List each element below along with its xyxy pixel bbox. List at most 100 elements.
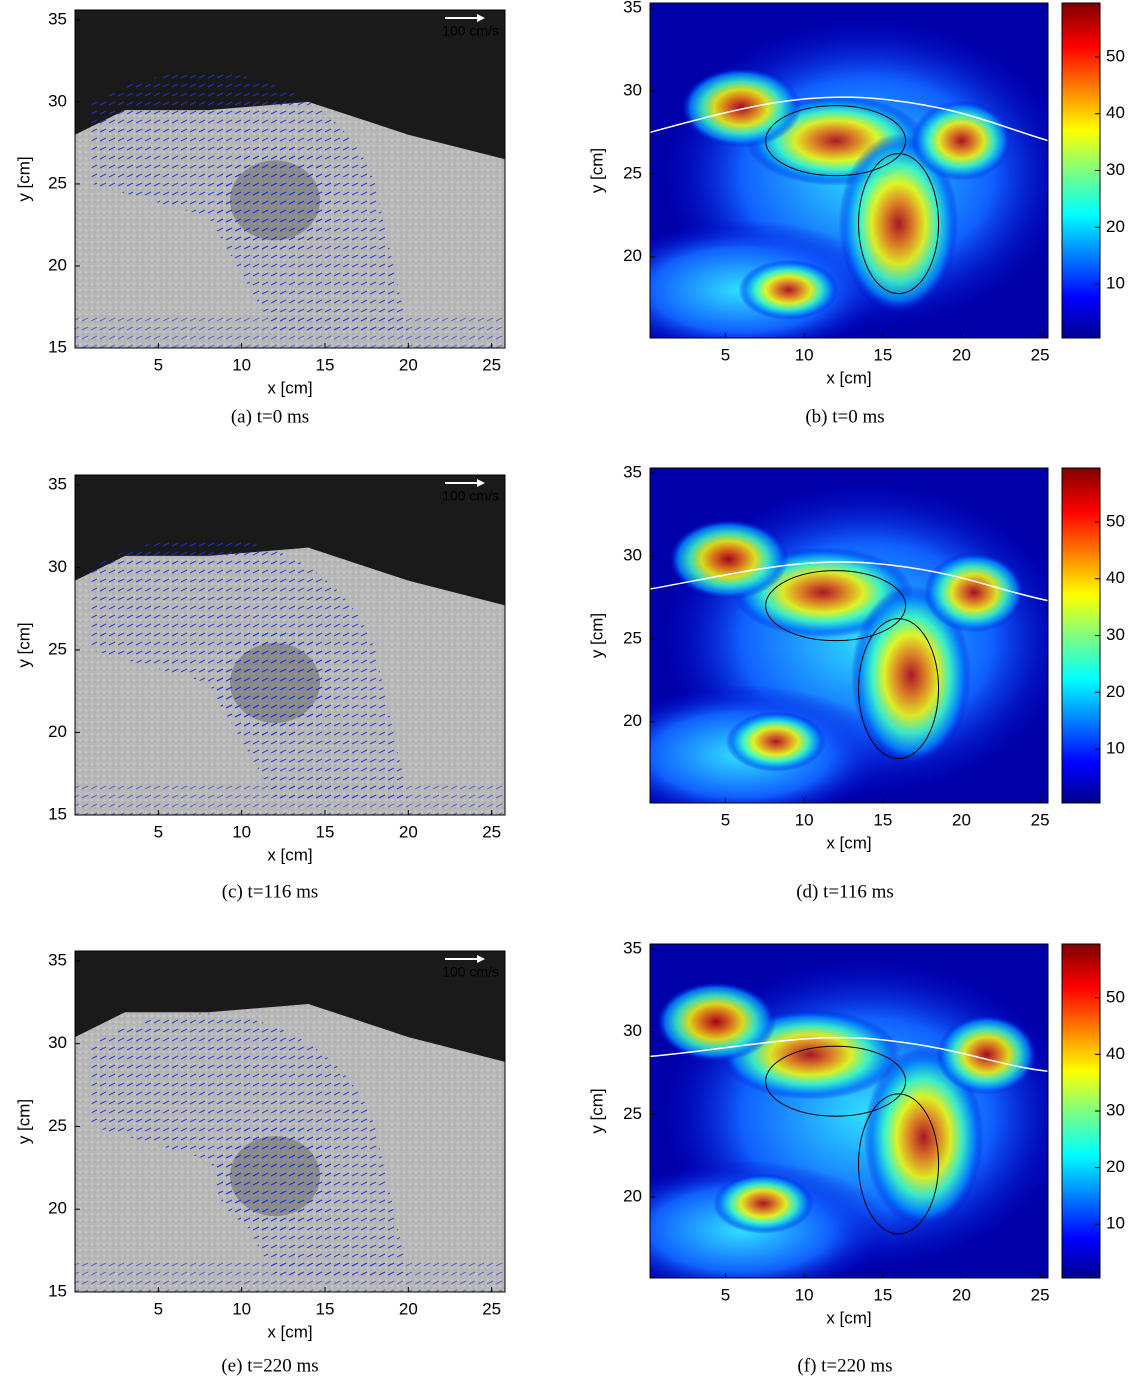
axes-frame [74, 9, 506, 349]
scale-arrow-head [477, 14, 485, 22]
y-tick-label: 35 [623, 938, 642, 957]
axes-frame [74, 474, 506, 816]
scale-label: 100 cm/s [442, 488, 499, 504]
bottom-vectors [75, 1258, 505, 1292]
y-tick-label: 20 [623, 246, 642, 265]
x-tick-label: 5 [154, 1299, 163, 1318]
y-tick-label: 25 [48, 639, 67, 658]
interface-line [650, 96, 1048, 142]
x-tick-label: 20 [952, 810, 971, 829]
colorbar-tick-label: 20 [1106, 217, 1125, 236]
y-tick-label: 15 [48, 804, 67, 823]
x-tick-label: 15 [873, 1285, 892, 1304]
field-blob [681, 67, 802, 148]
y-tick-label: 25 [623, 163, 642, 182]
x-tick-label: 25 [482, 822, 501, 841]
colorbar-tick-label: 20 [1106, 1157, 1125, 1176]
x-tick-label: 25 [482, 1299, 501, 1318]
colorbar-tick-label: 40 [1106, 568, 1125, 587]
vortex-vectors [215, 1121, 335, 1232]
x-tick-label: 10 [232, 355, 251, 374]
y-tick-label: 30 [48, 1033, 67, 1052]
contour-line [765, 570, 907, 642]
caption: (d) t=116 ms [796, 881, 894, 902]
x-tick-label: 20 [952, 345, 971, 364]
colorbar-tick-label: 30 [1106, 160, 1125, 179]
x-tick-label: 10 [232, 822, 251, 841]
dark-region [75, 475, 505, 606]
colorbar-tick-label: 10 [1106, 739, 1125, 758]
plot-area [75, 10, 505, 348]
axes-frame [649, 467, 1049, 804]
field-blob [924, 552, 1025, 633]
y-axis-label: y [cm] [14, 622, 33, 667]
y-tick-label: 25 [623, 628, 642, 647]
axes-frame [649, 2, 1049, 339]
colorbar [1061, 467, 1101, 804]
y-axis-label: y [cm] [14, 1099, 33, 1144]
colorbar-tick-label: 50 [1106, 987, 1125, 1006]
vortex-vectors [215, 145, 335, 256]
y-tick-label: 15 [48, 1281, 67, 1300]
scale-label: 100 cm/s [442, 23, 499, 39]
y-tick-label: 30 [623, 1021, 642, 1040]
y-tick-label: 20 [48, 255, 67, 274]
contour-line [765, 105, 907, 177]
colorbar-tick-label: 50 [1106, 511, 1125, 530]
y-tick-label: 35 [48, 9, 67, 28]
y-tick-label: 25 [623, 1104, 642, 1123]
x-tick-label: 15 [316, 355, 335, 374]
y-tick-label: 20 [623, 711, 642, 730]
colorbar-tick-label: 10 [1106, 1214, 1125, 1233]
field-blob [725, 711, 826, 772]
y-tick-label: 20 [48, 1199, 67, 1218]
interface-line [650, 561, 1048, 602]
axes-frame [649, 943, 1049, 1279]
caption: (f) t=220 ms [797, 1355, 892, 1376]
x-tick-label: 10 [795, 345, 814, 364]
field-blob [863, 1047, 984, 1228]
y-tick-label: 35 [48, 474, 67, 493]
bottom-vectors [75, 781, 505, 815]
field-blob [838, 133, 959, 314]
colorbar [1061, 943, 1101, 1279]
field-blob [851, 585, 972, 766]
x-tick-label: 5 [154, 355, 163, 374]
x-tick-label: 20 [399, 822, 418, 841]
plot-area [75, 951, 505, 1292]
y-tick-label: 30 [48, 91, 67, 110]
field-blob [668, 519, 789, 600]
scale-arrow-head [477, 479, 485, 487]
plot-area [650, 468, 1048, 803]
plot-area [650, 3, 1048, 338]
caption: (e) t=220 ms [221, 1355, 318, 1376]
x-tick-label: 10 [232, 1299, 251, 1318]
plot-area [75, 475, 505, 815]
dark-region [75, 10, 505, 160]
y-tick-label: 20 [623, 1186, 642, 1205]
x-axis-label: x [cm] [267, 1322, 312, 1341]
caption: (b) t=0 ms [805, 406, 884, 427]
scale-label: 100 cm/s [442, 964, 499, 980]
y-axis-label: y [cm] [587, 148, 606, 193]
y-tick-label: 30 [623, 545, 642, 564]
dark-region [75, 951, 505, 1062]
colorbar-tick-label: 40 [1106, 103, 1125, 122]
x-tick-label: 15 [873, 810, 892, 829]
x-tick-label: 25 [1031, 810, 1050, 829]
x-tick-label: 20 [399, 1299, 418, 1318]
x-axis-label: x [cm] [267, 845, 312, 864]
contour-line [858, 153, 940, 295]
colorbar-tick-label: 20 [1106, 682, 1125, 701]
bottom-vectors [75, 315, 505, 348]
x-tick-label: 20 [399, 355, 418, 374]
x-tick-label: 15 [316, 822, 335, 841]
x-axis-label: x [cm] [826, 1308, 871, 1327]
contour-line [858, 618, 940, 760]
plot-area [650, 944, 1048, 1278]
axes-frame [74, 950, 506, 1293]
colorbar-tick-label: 50 [1106, 46, 1125, 65]
x-tick-label: 10 [795, 1285, 814, 1304]
x-tick-label: 25 [1031, 1285, 1050, 1304]
